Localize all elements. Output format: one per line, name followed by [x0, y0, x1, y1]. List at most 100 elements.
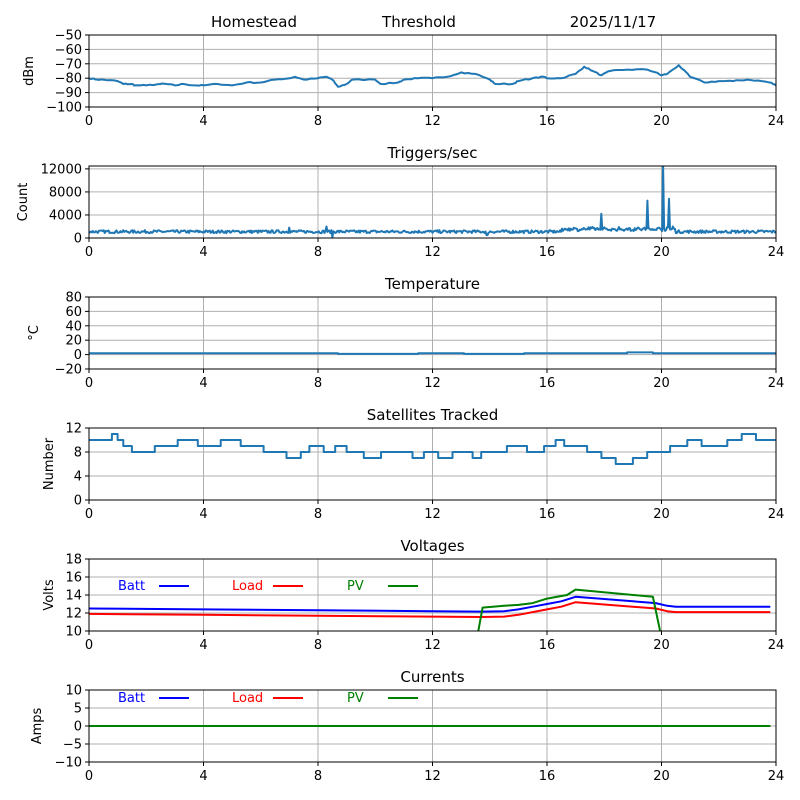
y-tick-label: −20	[55, 363, 82, 378]
y-axis-label: Count	[16, 183, 31, 222]
x-tick-label: 8	[314, 507, 322, 522]
series-group	[89, 166, 776, 238]
header-location: Homestead	[211, 13, 297, 31]
y-tick-label: −10	[55, 756, 82, 771]
y-tick-label: −100	[46, 101, 82, 116]
legend-label: Load	[232, 691, 263, 706]
x-tick-label: 24	[768, 507, 785, 522]
x-tick-label: 24	[768, 638, 785, 653]
legend-item-batt: Batt	[118, 691, 189, 706]
legend-label: Load	[232, 579, 263, 594]
series-line-load	[89, 601, 771, 618]
series-line-pv	[477, 588, 662, 631]
y-tick-label: 16	[65, 571, 82, 586]
x-tick-label: 4	[199, 376, 207, 391]
series-line-signal	[89, 64, 776, 88]
x-tick-label: 4	[199, 507, 207, 522]
panel-title: Satellites Tracked	[367, 406, 498, 424]
y-tick-label: 18	[65, 553, 82, 568]
y-tick-label: 8000	[49, 185, 82, 200]
x-tick-label: 20	[653, 376, 670, 391]
series-line-batt	[89, 595, 771, 613]
y-tick-label: −5	[63, 738, 82, 753]
y-tick-label: 10	[65, 684, 82, 699]
y-tick-label: 12000	[41, 162, 82, 177]
header-date: 2025/11/17	[570, 13, 656, 31]
y-tick-label: 14	[65, 589, 82, 604]
x-tick-label: 4	[199, 245, 207, 260]
x-tick-label: 0	[85, 507, 93, 522]
y-tick-label: 0	[74, 348, 82, 363]
x-tick-label: 24	[768, 769, 785, 784]
x-tick-label: 24	[768, 376, 785, 391]
y-tick-label: 5	[74, 702, 82, 717]
y-tick-label: 4	[74, 470, 82, 485]
x-tick-label: 12	[424, 507, 441, 522]
grid	[89, 297, 776, 369]
legend-label: PV	[347, 691, 364, 706]
header-mode: Threshold	[381, 13, 456, 31]
y-tick-label: 20	[65, 334, 82, 349]
legend-label: Batt	[118, 691, 145, 706]
x-tick-label: 0	[85, 376, 93, 391]
x-tick-label: 24	[768, 114, 785, 129]
x-tick-label: 16	[539, 114, 556, 129]
y-tick-label: 60	[65, 305, 82, 320]
panel-title: Currents	[400, 668, 464, 686]
x-tick-label: 4	[199, 638, 207, 653]
y-tick-label: 12	[65, 422, 82, 437]
y-tick-label: −60	[55, 43, 82, 58]
x-tick-label: 8	[314, 376, 322, 391]
series-group	[89, 351, 776, 355]
y-tick-label: 0	[74, 232, 82, 247]
panel-satellites: 0 4 8 12 16 20 24 12 8 4 0 Satellites Tracked Number	[42, 406, 784, 522]
y-tick-label: 40	[65, 319, 82, 334]
y-axis-label: dBm	[22, 56, 37, 86]
y-tick-label: 0	[74, 494, 82, 509]
y-tick-label: 8	[74, 446, 82, 461]
y-axis-label: Volts	[42, 579, 57, 611]
y-tick-label: −70	[55, 57, 82, 72]
grid	[89, 35, 776, 107]
x-tick-label: 12	[424, 769, 441, 784]
series-group	[89, 433, 776, 465]
x-tick-label: 12	[424, 245, 441, 260]
x-tick-label: 4	[199, 769, 207, 784]
y-tick-label: 80	[65, 291, 82, 306]
y-tick-label: 10	[65, 625, 82, 640]
x-tick-label: 12	[424, 114, 441, 129]
x-tick-label: 24	[768, 245, 785, 260]
series-group	[89, 588, 771, 631]
legend-item-batt: Batt	[118, 579, 189, 594]
grid	[89, 559, 776, 631]
series-line-temperature	[89, 351, 776, 355]
x-tick-label: 4	[199, 114, 207, 129]
x-tick-label: 20	[653, 769, 670, 784]
x-tick-label: 16	[539, 245, 556, 260]
x-tick-label: 0	[85, 114, 93, 129]
x-tick-label: 8	[314, 245, 322, 260]
y-axis-label: Number	[42, 437, 57, 490]
y-tick-label: −80	[55, 72, 82, 87]
y-tick-label: 12	[65, 607, 82, 622]
x-tick-label: 20	[653, 114, 670, 129]
x-tick-label: 16	[539, 507, 556, 522]
series-group	[89, 64, 776, 88]
legend-item-load: Load	[232, 691, 303, 706]
panel-title: Voltages	[400, 537, 464, 555]
x-tick-label: 0	[85, 638, 93, 653]
legend-item-pv: PV	[347, 691, 418, 706]
series-line-triggers	[89, 166, 776, 238]
x-tick-label: 0	[85, 245, 93, 260]
legend-item-pv: PV	[347, 579, 418, 594]
panel-voltages: 0 4 8 12 16 20 24 18 16 14 12 10 Voltages Volts Batt Lo…	[42, 537, 784, 653]
x-tick-label: 8	[314, 638, 322, 653]
legend-label: PV	[347, 579, 364, 594]
panel-currents: 0 4 8 12 16 20 24 10 5 0 −5 −10 Currents Amps Batt Load…	[30, 668, 784, 784]
legend-item-load: Load	[232, 579, 303, 594]
y-tick-label: −90	[55, 86, 82, 101]
x-tick-label: 16	[539, 769, 556, 784]
x-tick-label: 20	[653, 638, 670, 653]
x-tick-label: 16	[539, 376, 556, 391]
